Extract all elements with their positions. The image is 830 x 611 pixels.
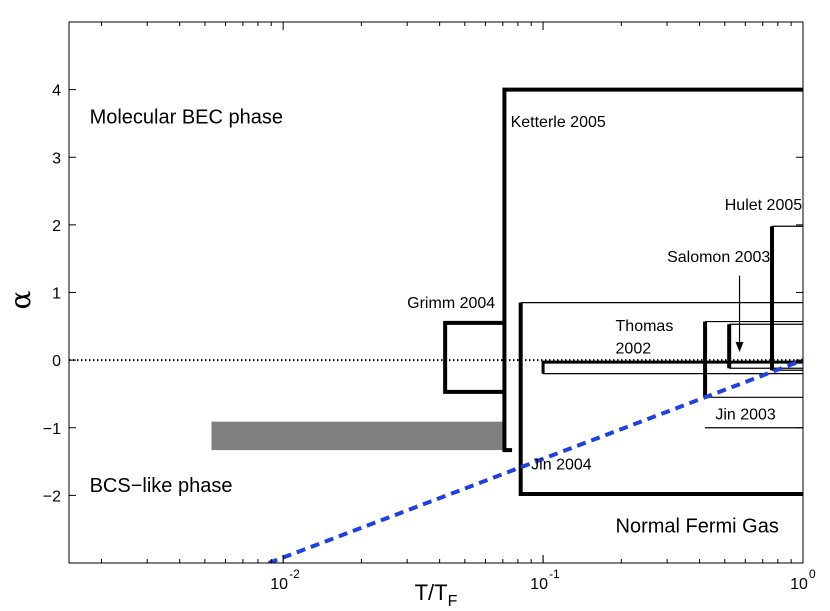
annotation-grimm-2004: Grimm 2004 <box>407 295 495 312</box>
annotation-jin-2003: Jin 2003 <box>715 407 776 424</box>
annotation-molecular-bec-phase: Molecular BEC phase <box>90 106 283 128</box>
clipped-data <box>69 87 803 563</box>
x-tick-label: 10 <box>790 576 808 593</box>
y-tick-label: 1 <box>52 286 61 303</box>
series-line-2 <box>518 302 803 497</box>
series-line-0 <box>502 87 803 453</box>
y-tick-label: −1 <box>43 421 61 438</box>
plot-content <box>69 87 803 563</box>
annotation-2002: 2002 <box>616 340 652 357</box>
annotation-jin-2004: Jin 2004 <box>531 457 592 474</box>
annotation-hulet-2005: Hulet 2005 <box>725 197 802 214</box>
x-axis-label-subscript: F <box>448 593 458 610</box>
arrow-head <box>735 342 744 353</box>
x-tick-label: 10 <box>270 576 288 593</box>
annotation-ketterle-2005: Ketterle 2005 <box>511 114 606 131</box>
annotation-salomon-2003: Salomon 2003 <box>667 249 770 266</box>
x-axis-label-main: T/T <box>415 580 448 605</box>
series-line-4 <box>541 360 803 374</box>
annotation-bcs-like-phase: BCS−like phase <box>90 475 233 497</box>
x-tick-exponent: -2 <box>289 567 300 581</box>
y-tick-label: 2 <box>52 218 61 235</box>
y-tick-label: 0 <box>52 353 61 370</box>
y-tick-label: −2 <box>43 488 61 505</box>
y-tick-label: 4 <box>52 83 61 100</box>
x-axis-label: T/TF <box>415 580 458 610</box>
x-tick-exponent: -1 <box>549 567 560 581</box>
series-line-1 <box>443 320 505 394</box>
y-tick-label: 3 <box>52 150 61 167</box>
annotation-thomas: Thomas <box>616 318 674 335</box>
shaded-region <box>211 421 505 451</box>
x-tick-label: 10 <box>530 576 548 593</box>
critical-line <box>268 358 803 563</box>
annotations: Molecular BEC phase BCS−like phase Normal … <box>90 106 803 537</box>
y-axis-label: α <box>4 290 37 309</box>
annotation-normal-fermi-gas: Normal Fermi Gas <box>616 516 779 538</box>
x-tick-exponent: 0 <box>809 567 816 581</box>
